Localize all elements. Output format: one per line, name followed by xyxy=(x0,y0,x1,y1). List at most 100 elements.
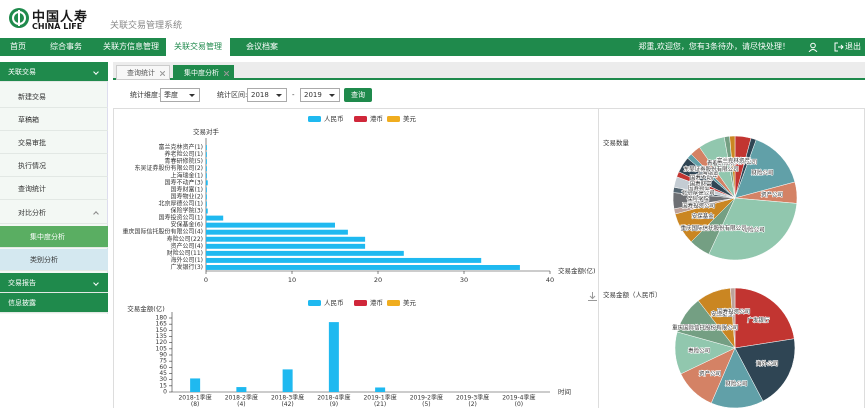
sidebar-sub-item[interactable]: 类别分析 xyxy=(0,249,108,271)
y-tick-label: 120 xyxy=(156,339,168,346)
x-tick-count: (0) xyxy=(515,401,524,408)
logo-text: 中国人寿 xyxy=(32,10,89,25)
legend-swatch xyxy=(354,116,367,122)
query-button[interactable]: 查询 xyxy=(344,88,372,102)
y-tick-label: 资产公司(4) xyxy=(171,242,204,250)
user-icon[interactable] xyxy=(808,42,818,52)
pie-label: 资产公司 xyxy=(761,190,783,198)
pie-slice xyxy=(708,197,798,261)
legend-swatch xyxy=(308,116,321,122)
pie-label: 北京厚德公司 xyxy=(682,189,715,197)
bar xyxy=(206,222,335,228)
y-tick-label: 广发银行(3) xyxy=(171,263,204,271)
legend-label: 人民币 xyxy=(324,299,344,307)
axis-title: 交易对手 xyxy=(193,127,220,136)
tab[interactable]: 集中度分析 xyxy=(173,65,234,80)
sidebar-section[interactable]: 交易报告 xyxy=(0,273,108,293)
x-tick-label: 2018-4季度 xyxy=(317,394,350,402)
x-tick-label: 2019-3季度 xyxy=(456,394,489,402)
nav-item[interactable]: 首页 xyxy=(10,42,26,51)
pie-label: 广发银行 xyxy=(729,157,752,165)
sidebar-item[interactable]: 草稿箱 xyxy=(0,109,108,131)
y-tick-label: 寿险公司(22) xyxy=(167,235,203,243)
bar xyxy=(206,265,520,270)
pie-label: 海外公司 xyxy=(756,360,778,368)
tab-close[interactable] xyxy=(224,71,229,76)
y-tick-label: 国寿不动产(3) xyxy=(165,178,204,186)
y-tick-label: 180 xyxy=(156,315,168,322)
sidebar-section[interactable]: 关联交易 xyxy=(0,62,108,82)
y-tick-label: 保险学院(3) xyxy=(171,207,204,215)
tab-label: 查询统计 xyxy=(127,69,155,77)
y-tick-label: 财险公司(11) xyxy=(167,249,203,257)
download-icon[interactable] xyxy=(588,292,597,301)
x-tick-label: 30 xyxy=(460,276,468,284)
y-tick-label: 上海瑞金(1) xyxy=(171,171,204,179)
logo-text-en: CHINA LIFE xyxy=(32,22,83,31)
sidebar-item[interactable]: 对比分析 xyxy=(0,202,108,224)
pie-slice xyxy=(734,338,796,402)
sidebar-item[interactable]: 交易审批 xyxy=(0,132,108,154)
tab[interactable]: 查询统计 xyxy=(116,65,170,80)
sidebar-section[interactable]: 信息披露 xyxy=(0,293,108,313)
pie-slice xyxy=(729,135,736,199)
x-tick-label: 2018-3季度 xyxy=(271,394,304,402)
nav-item[interactable]: 关联方信息管理 xyxy=(103,42,159,51)
pie-label: 国寿不动产 xyxy=(690,174,718,182)
bar xyxy=(206,250,404,256)
nav-bar: 首页 综合事务 关联方信息管理 关联交易管理 会议档案 郑重,欢迎您，您有3条待… xyxy=(0,38,865,56)
nav-item[interactable]: 综合事务 xyxy=(50,42,82,51)
y-tick-label: 90 xyxy=(159,352,167,359)
sidebar-sub-item[interactable]: 集中度分析 xyxy=(0,226,108,248)
from-select[interactable]: 2018 xyxy=(247,88,287,102)
pie-label: 养老险公司 xyxy=(716,157,744,165)
sidebar-item[interactable]: 查询统计 xyxy=(0,178,108,200)
nav-item[interactable]: 会议档案 xyxy=(246,42,278,51)
to-select[interactable]: 2019 xyxy=(300,88,340,102)
x-tick-count: (2) xyxy=(468,401,477,408)
tab-close[interactable] xyxy=(160,71,165,76)
legend-label: 港币 xyxy=(370,298,383,307)
nav-item[interactable]: 关联交易管理 xyxy=(166,38,230,56)
range-separator: - xyxy=(292,91,295,99)
x-tick-count: (21) xyxy=(374,401,386,408)
y-tick-label: 国寿物业(2) xyxy=(171,192,204,200)
pie-title: 交易金额（人民币） xyxy=(603,290,662,299)
y-tick-label: 0 xyxy=(163,389,167,396)
logout-link[interactable]: 退出 xyxy=(845,42,861,51)
sidebar-item[interactable]: 新建交易 xyxy=(0,86,108,108)
y-tick-label: 国寿投资公司(1) xyxy=(159,214,204,222)
y-tick-label: 重庆国际信托股份有限公司(4) xyxy=(123,228,204,236)
axis-title: 交易金额(亿) xyxy=(127,304,165,313)
pie-label: 国寿投资公司 xyxy=(717,308,750,316)
pie-label: 上海瑞金 xyxy=(697,168,720,176)
bar xyxy=(206,236,366,242)
y-tick-label: 海外公司(1) xyxy=(171,256,204,264)
x-tick-count: (5) xyxy=(422,401,431,408)
filter-label: 统计维度: xyxy=(130,91,161,99)
logout-icon[interactable] xyxy=(834,42,844,52)
pie-title: 交易数量 xyxy=(603,138,630,147)
dimension-select[interactable]: 季度 xyxy=(160,88,200,102)
bar xyxy=(206,243,366,249)
sidebar-item[interactable]: 执行情况 xyxy=(0,155,108,177)
header: 中国人寿 CHINA LIFE 关联交易管理系统 xyxy=(0,0,865,38)
pie-label: 资产公司 xyxy=(699,369,721,377)
pie-label: 寿险公司 xyxy=(688,347,710,355)
bar xyxy=(375,387,386,392)
y-tick-label: 北京厚德公司(1) xyxy=(159,199,204,207)
pie-label: 财险公司 xyxy=(725,379,747,387)
filter-label: 统计区间: xyxy=(217,91,248,99)
bar xyxy=(206,208,208,214)
y-tick-label: 青春研修院(5) xyxy=(165,157,204,165)
bar xyxy=(190,378,201,392)
tab-bar: 查询统计 集中度分析 xyxy=(113,62,865,80)
panel-divider xyxy=(598,108,599,408)
pie-label: 国寿物业 xyxy=(688,184,711,192)
pie-label: 保险学院 xyxy=(687,195,710,203)
x-tick-count: (4) xyxy=(237,401,246,408)
y-tick-label: 国寿财富(1) xyxy=(171,185,204,193)
y-tick-label: 15 xyxy=(159,382,167,389)
